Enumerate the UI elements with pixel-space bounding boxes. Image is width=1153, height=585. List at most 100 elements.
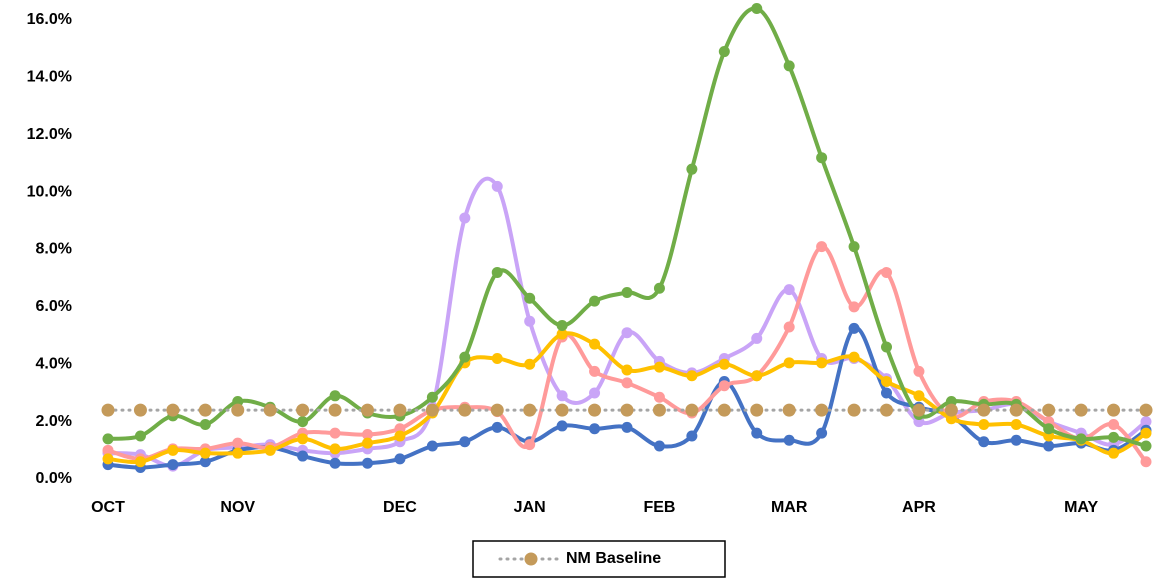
point xyxy=(944,403,958,417)
point xyxy=(393,403,407,417)
point xyxy=(328,403,342,417)
series xyxy=(102,322,1152,474)
point xyxy=(881,341,892,353)
point xyxy=(621,327,633,339)
point xyxy=(524,439,536,451)
point xyxy=(264,444,276,456)
point xyxy=(686,163,698,175)
point xyxy=(361,403,374,417)
point xyxy=(556,420,568,432)
point xyxy=(394,453,406,465)
point xyxy=(718,380,730,392)
series-line xyxy=(107,176,1148,469)
point xyxy=(978,436,990,448)
point xyxy=(816,427,828,439)
point xyxy=(167,444,179,456)
point xyxy=(816,241,828,253)
point xyxy=(621,377,633,389)
point xyxy=(815,403,829,417)
series-line xyxy=(107,6,1147,448)
legend: NM Baseline xyxy=(472,540,726,578)
x-tick-label: FEB xyxy=(643,499,675,516)
point xyxy=(362,429,373,441)
point xyxy=(750,403,764,417)
point xyxy=(166,403,180,417)
point xyxy=(297,433,309,445)
point xyxy=(686,370,698,382)
point xyxy=(425,403,439,417)
point xyxy=(394,430,406,442)
x-tick-label: MAY xyxy=(1064,499,1098,516)
x-tick-label: OCT xyxy=(91,499,125,516)
point xyxy=(816,152,828,164)
point xyxy=(589,387,601,399)
point xyxy=(102,433,114,445)
point xyxy=(977,403,991,417)
point xyxy=(491,266,503,278)
point xyxy=(362,437,373,449)
point xyxy=(912,403,926,417)
point xyxy=(848,241,860,253)
point xyxy=(589,338,601,350)
point xyxy=(653,361,665,373)
point xyxy=(686,430,698,442)
point xyxy=(847,403,861,417)
x-tick-label: DEC xyxy=(383,499,417,516)
y-tick-label: 4.0% xyxy=(36,355,72,372)
point xyxy=(589,423,601,435)
y-tick-label: 8.0% xyxy=(36,241,72,258)
point xyxy=(621,287,633,299)
y-tick-label: 6.0% xyxy=(36,298,72,315)
point xyxy=(621,421,633,433)
point xyxy=(134,456,146,468)
point xyxy=(881,387,892,399)
point xyxy=(620,403,634,417)
point xyxy=(589,295,601,307)
point xyxy=(848,301,860,313)
point xyxy=(101,403,115,417)
point xyxy=(881,375,892,387)
y-tick-label: 12.0% xyxy=(27,126,72,143)
point xyxy=(458,403,472,417)
point xyxy=(816,357,828,369)
point xyxy=(783,321,795,333)
point xyxy=(783,60,795,72)
point xyxy=(1108,447,1120,459)
point xyxy=(1139,403,1153,417)
point xyxy=(880,403,893,417)
point xyxy=(881,266,892,278)
point xyxy=(1108,418,1120,430)
point xyxy=(329,457,341,469)
point xyxy=(913,365,925,377)
point xyxy=(231,403,245,417)
point xyxy=(1010,434,1022,446)
point xyxy=(362,457,373,469)
point xyxy=(653,440,665,452)
point xyxy=(685,403,699,417)
point xyxy=(524,315,536,327)
point xyxy=(426,391,438,403)
point xyxy=(751,332,763,344)
x-tick-label: MAR xyxy=(771,499,808,516)
point xyxy=(1043,423,1055,435)
point xyxy=(199,456,211,468)
point xyxy=(329,443,341,455)
point xyxy=(751,370,763,382)
point xyxy=(1140,456,1152,468)
point xyxy=(751,3,763,15)
y-tick-label: 2.0% xyxy=(36,413,72,430)
series xyxy=(102,328,1152,468)
point xyxy=(490,403,504,417)
point xyxy=(426,440,438,452)
point xyxy=(621,364,633,376)
point xyxy=(459,436,471,448)
point xyxy=(232,437,244,449)
point xyxy=(653,282,665,294)
point xyxy=(523,403,537,417)
point xyxy=(652,403,666,417)
point xyxy=(1140,427,1152,439)
point xyxy=(1010,418,1022,430)
point xyxy=(296,403,310,417)
